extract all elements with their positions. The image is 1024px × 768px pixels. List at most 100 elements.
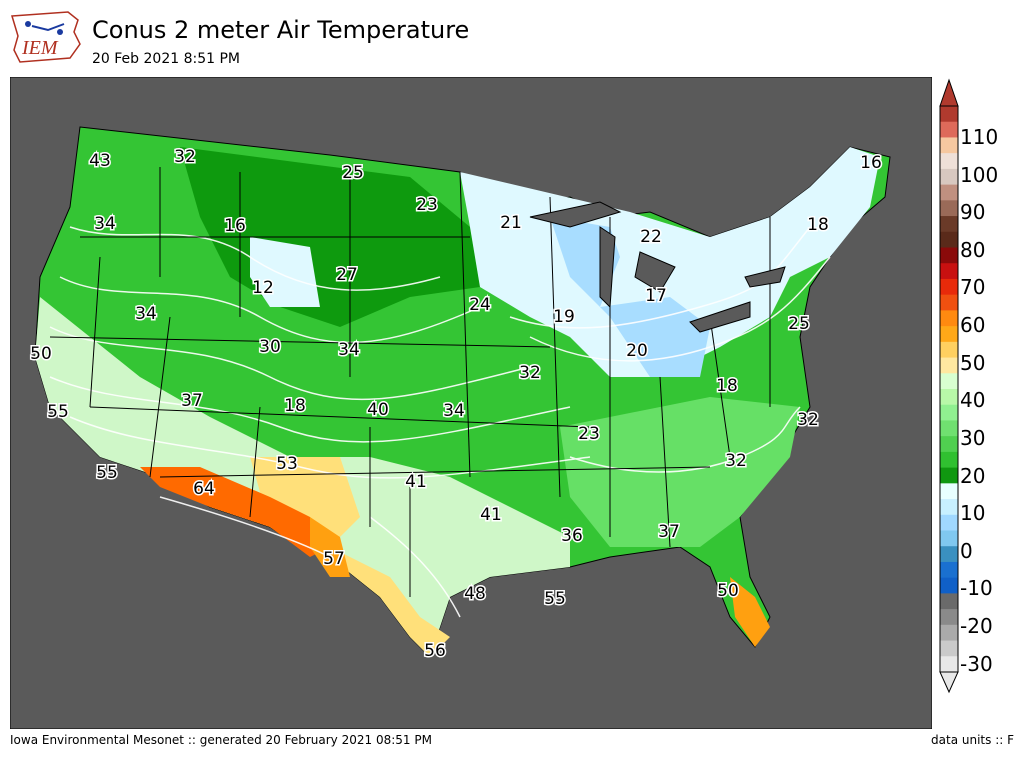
temp-label: 55 (96, 463, 118, 483)
colorbar-segment (940, 404, 958, 421)
colorbar-segment (940, 326, 958, 343)
colorbar-segment (940, 247, 958, 264)
texas-yellow (250, 457, 450, 657)
temp-label: 16 (860, 153, 882, 173)
colorbar-tick: 10 (960, 501, 985, 525)
colorbar-tick: 30 (960, 426, 985, 450)
temp-label: 30 (259, 337, 281, 357)
colorbar-segment (940, 656, 958, 673)
temp-label: 21 (500, 213, 522, 233)
colorbar-tick: 50 (960, 351, 985, 375)
colorbar-segment (940, 357, 958, 374)
temp-label: 16 (224, 216, 246, 236)
temperature-map: 43 32 25 23 21 22 18 16 34 16 12 27 24 1… (10, 77, 932, 729)
colorbar-segment (940, 624, 958, 642)
colorbar-segment (940, 593, 958, 610)
temp-label: 34 (94, 214, 116, 234)
temperature-colorbar: 110 100 90 80 70 60 50 40 30 20 10 0 -10… (939, 78, 998, 694)
great-lakes-cold (460, 147, 880, 377)
colorbar-segment (940, 137, 958, 154)
colorbar-tick: 60 (960, 313, 985, 337)
colorbar-segment (940, 530, 958, 547)
temp-label: 23 (578, 424, 600, 444)
temp-label: 23 (416, 195, 438, 215)
colorbar-segment (940, 420, 958, 437)
colorbar-segment (940, 561, 958, 579)
colorbar-segment (940, 577, 958, 594)
temp-label: 57 (323, 549, 345, 569)
colorbar-tick: 80 (960, 238, 985, 262)
colorbar-segment (940, 216, 958, 233)
temp-label: 37 (181, 391, 203, 411)
colorbar-tick: -30 (960, 652, 993, 676)
colorbar-segment (940, 373, 958, 390)
southeast-green (560, 397, 800, 547)
colorbar-segment (940, 294, 958, 311)
colorbar-segments (939, 78, 959, 694)
temp-label: 24 (469, 295, 491, 315)
colorbar-segment (940, 436, 958, 453)
map-timestamp: 20 Feb 2021 8:51 PM (92, 51, 240, 67)
map-title: Conus 2 meter Air Temperature (92, 16, 470, 44)
footer-units: data units :: F (931, 733, 1014, 747)
colorbar-segment (940, 106, 958, 123)
temp-label: 32 (725, 451, 747, 471)
colorbar-segment (940, 467, 958, 484)
temp-label: 34 (338, 340, 360, 360)
colorbar-tick: 100 (960, 163, 998, 187)
texas-orange (310, 517, 350, 577)
colorbar-min-arrow (939, 671, 959, 694)
colorbar-max-arrow (939, 78, 959, 107)
temp-label: 34 (135, 304, 157, 324)
colorbar-tick: -10 (960, 576, 993, 600)
temp-label: 34 (443, 401, 465, 421)
temp-label: 19 (553, 307, 575, 327)
colorbar-segment (940, 278, 958, 296)
temp-label: 64 (193, 479, 215, 499)
colorbar-tick: 20 (960, 464, 985, 488)
temp-label: 53 (276, 454, 298, 474)
great-lakes (529, 201, 786, 333)
temp-label: 55 (47, 402, 69, 422)
temp-label: 55 (544, 589, 566, 609)
rockies-cold (250, 237, 320, 307)
footer-credit: Iowa Environmental Mesonet :: generated … (10, 733, 432, 747)
temp-label: 18 (716, 376, 738, 396)
temp-label: 50 (717, 581, 739, 601)
temp-label: 27 (336, 265, 358, 285)
arizona-hot (140, 467, 330, 557)
colorbar-segment (940, 200, 958, 217)
temp-label: 18 (807, 215, 829, 235)
state-borders (49, 167, 771, 597)
colorbar-frame (939, 105, 959, 673)
temp-label: 22 (640, 227, 662, 247)
colorbar-segment (940, 263, 958, 280)
michigan-cold (550, 217, 710, 377)
colorbar-segment (940, 499, 958, 516)
temp-label: 18 (284, 396, 306, 416)
colorbar-tick: 110 (960, 125, 998, 149)
colorbar-segment (940, 231, 958, 248)
temp-label: 37 (658, 522, 680, 542)
colorbar-segment (940, 514, 958, 531)
colorbar-ticks: 110 100 90 80 70 60 50 40 30 20 10 0 -10… (960, 125, 998, 676)
temp-label: 25 (342, 163, 364, 183)
florida-orange (730, 577, 770, 647)
colorbar-segment (940, 310, 958, 327)
logo-text: IEM (21, 37, 59, 59)
temp-label: 48 (464, 584, 486, 604)
colorbar-segment (940, 341, 958, 359)
colorbar-tick: 0 (960, 539, 973, 563)
temp-label: 17 (645, 286, 667, 306)
station-labels: 43 32 25 23 21 22 18 16 34 16 12 27 24 1… (29, 146, 884, 663)
temp-label: 32 (519, 363, 541, 383)
temp-label: 43 (89, 151, 111, 171)
colorbar-segment (940, 168, 958, 186)
iem-logo: IEM (11, 11, 81, 63)
temp-label: 32 (797, 410, 819, 430)
temp-label: 12 (252, 278, 274, 298)
temp-label: 56 (424, 641, 446, 661)
colorbar-tick: 40 (960, 388, 985, 412)
colorbar-tick: 70 (960, 275, 985, 299)
temp-label: 20 (626, 341, 648, 361)
